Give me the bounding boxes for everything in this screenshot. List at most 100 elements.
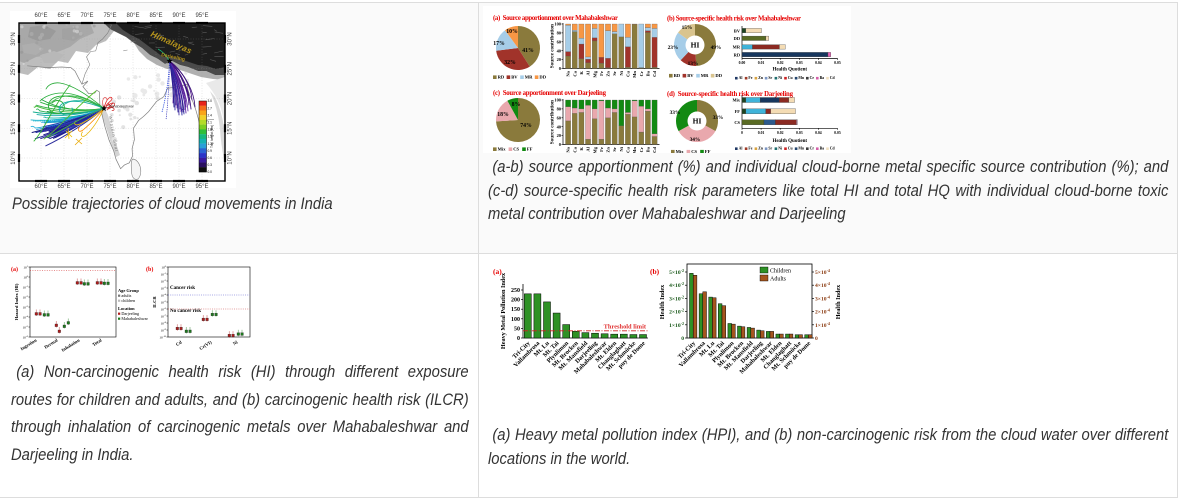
svg-text:Cr: Cr [810, 147, 815, 151]
svg-text:Ba: Ba [820, 76, 825, 80]
svg-text:Cd: Cd [652, 147, 657, 153]
svg-text:Health Quotient: Health Quotient [772, 139, 807, 144]
svg-text:Na: Na [566, 146, 571, 152]
svg-text:0.05: 0.05 [834, 131, 841, 135]
svg-text:Fe: Fe [599, 71, 604, 76]
svg-text:90°E: 90°E [172, 13, 185, 19]
svg-text:60: 60 [557, 115, 562, 120]
svg-text:0.04: 0.04 [815, 61, 822, 65]
svg-text:1.5: 1.5 [208, 135, 213, 139]
svg-text:80°E: 80°E [126, 13, 139, 19]
svg-text:41%: 41% [522, 48, 534, 54]
svg-text:13%: 13% [688, 61, 699, 67]
svg-text:0.01: 0.01 [758, 61, 765, 65]
svg-text:100: 100 [554, 98, 561, 103]
svg-text:95°E: 95°E [195, 184, 208, 188]
svg-text:0.0: 0.0 [208, 170, 213, 174]
svg-text:Sr: Sr [768, 147, 772, 151]
svg-text:HI: HI [691, 41, 700, 50]
svg-text:(b): (b) [650, 267, 660, 276]
svg-text:2.1: 2.1 [208, 121, 213, 125]
svg-text:70°E: 70°E [80, 184, 93, 188]
svg-text:(a): (a) [11, 266, 18, 273]
svg-text:Threshold limit: Threshold limit [604, 324, 647, 331]
svg-text:K: K [579, 71, 584, 75]
svg-text:Fe: Fe [748, 147, 752, 151]
svg-text:Source contribution: Source contribution [550, 100, 556, 144]
svg-text:Health Index: Health Index [659, 284, 666, 319]
svg-text:85°E: 85°E [149, 13, 162, 19]
svg-text:20: 20 [557, 133, 562, 138]
svg-text:80: 80 [557, 31, 562, 36]
svg-text:30°N: 30°N [228, 32, 234, 45]
svg-text:Zn: Zn [606, 147, 611, 153]
svg-text:1×10-4: 1×10-4 [815, 321, 830, 329]
svg-text:3×10-4: 3×10-4 [815, 294, 830, 302]
svg-text:CS: CS [691, 149, 697, 153]
svg-text:101: 101 [23, 265, 28, 269]
svg-text:Mix: Mix [676, 149, 685, 153]
svg-text:Mn: Mn [798, 76, 805, 80]
svg-text:MR: MR [733, 45, 741, 50]
svg-text:FF: FF [705, 149, 711, 153]
svg-text:3.0: 3.0 [208, 99, 213, 103]
svg-text:10-6: 10-6 [23, 335, 29, 339]
svg-text:Western Ghat: Western Ghat [108, 115, 119, 152]
svg-text:Adults: Adults [770, 277, 787, 283]
svg-text:FF: FF [527, 147, 533, 152]
svg-text:MR: MR [525, 75, 533, 80]
svg-text:80°E: 80°E [126, 184, 139, 188]
svg-text:BV: BV [734, 28, 741, 33]
svg-text:Cd: Cd [175, 339, 183, 347]
svg-text:Mix: Mix [732, 98, 740, 103]
svg-text:5×10-2: 5×10-2 [669, 268, 684, 276]
svg-text:Ni: Ni [778, 147, 782, 151]
svg-text:BV: BV [511, 75, 518, 80]
svg-text:100: 100 [511, 317, 520, 323]
svg-text:85°E: 85°E [149, 184, 162, 188]
svg-text:10%: 10% [506, 29, 518, 35]
svg-text:K: K [579, 147, 584, 151]
svg-text:Cu: Cu [788, 147, 794, 151]
svg-text:Ni: Ni [619, 70, 624, 75]
svg-text:Cu: Cu [788, 76, 794, 80]
svg-text:BV: BV [687, 73, 694, 78]
svg-text:Al: Al [739, 76, 743, 80]
svg-text:75°E: 75°E [103, 184, 116, 188]
svg-text:80: 80 [557, 107, 562, 112]
svg-text:30°N: 30°N [11, 32, 17, 45]
svg-text:Ca: Ca [572, 70, 577, 76]
svg-text:Zn: Zn [758, 76, 764, 80]
svg-text:0.03: 0.03 [796, 131, 803, 135]
svg-text:1×10-2: 1×10-2 [669, 321, 684, 329]
svg-text:17%: 17% [493, 41, 505, 47]
svg-text:2×10-2: 2×10-2 [669, 308, 684, 316]
svg-text:FF: FF [735, 109, 741, 114]
svg-text:MR: MR [701, 73, 709, 78]
svg-text:200: 200 [511, 298, 520, 304]
svg-text:Health Quotient: Health Quotient [772, 68, 807, 73]
svg-text:90°E: 90°E [172, 184, 185, 188]
svg-text:0.02: 0.02 [777, 131, 784, 135]
svg-text:15°N: 15°N [228, 121, 234, 134]
svg-text:Age Group: Age Group [118, 288, 139, 293]
svg-text:15%: 15% [682, 25, 693, 31]
svg-text:Mn: Mn [632, 147, 637, 153]
svg-text:Al: Al [586, 70, 591, 75]
svg-text:(a): (a) [493, 267, 502, 276]
svg-text:10-6: 10-6 [161, 307, 167, 311]
svg-text:2.7: 2.7 [208, 106, 213, 110]
svg-text:70°E: 70°E [80, 13, 93, 19]
svg-text:(b): (b) [146, 266, 153, 273]
svg-text:10-8: 10-8 [161, 321, 167, 325]
svg-text:0.01: 0.01 [758, 131, 765, 135]
svg-text:10-1: 10-1 [161, 272, 167, 276]
svg-text:Ba: Ba [820, 147, 825, 151]
svg-text:25°N: 25°N [228, 62, 234, 75]
svg-text:0: 0 [559, 66, 562, 71]
svg-text:children: children [121, 298, 136, 303]
svg-text:Mg: Mg [592, 70, 597, 77]
svg-text:0: 0 [681, 336, 684, 342]
svg-text:Mn: Mn [798, 147, 805, 151]
svg-text:60: 60 [557, 39, 562, 44]
